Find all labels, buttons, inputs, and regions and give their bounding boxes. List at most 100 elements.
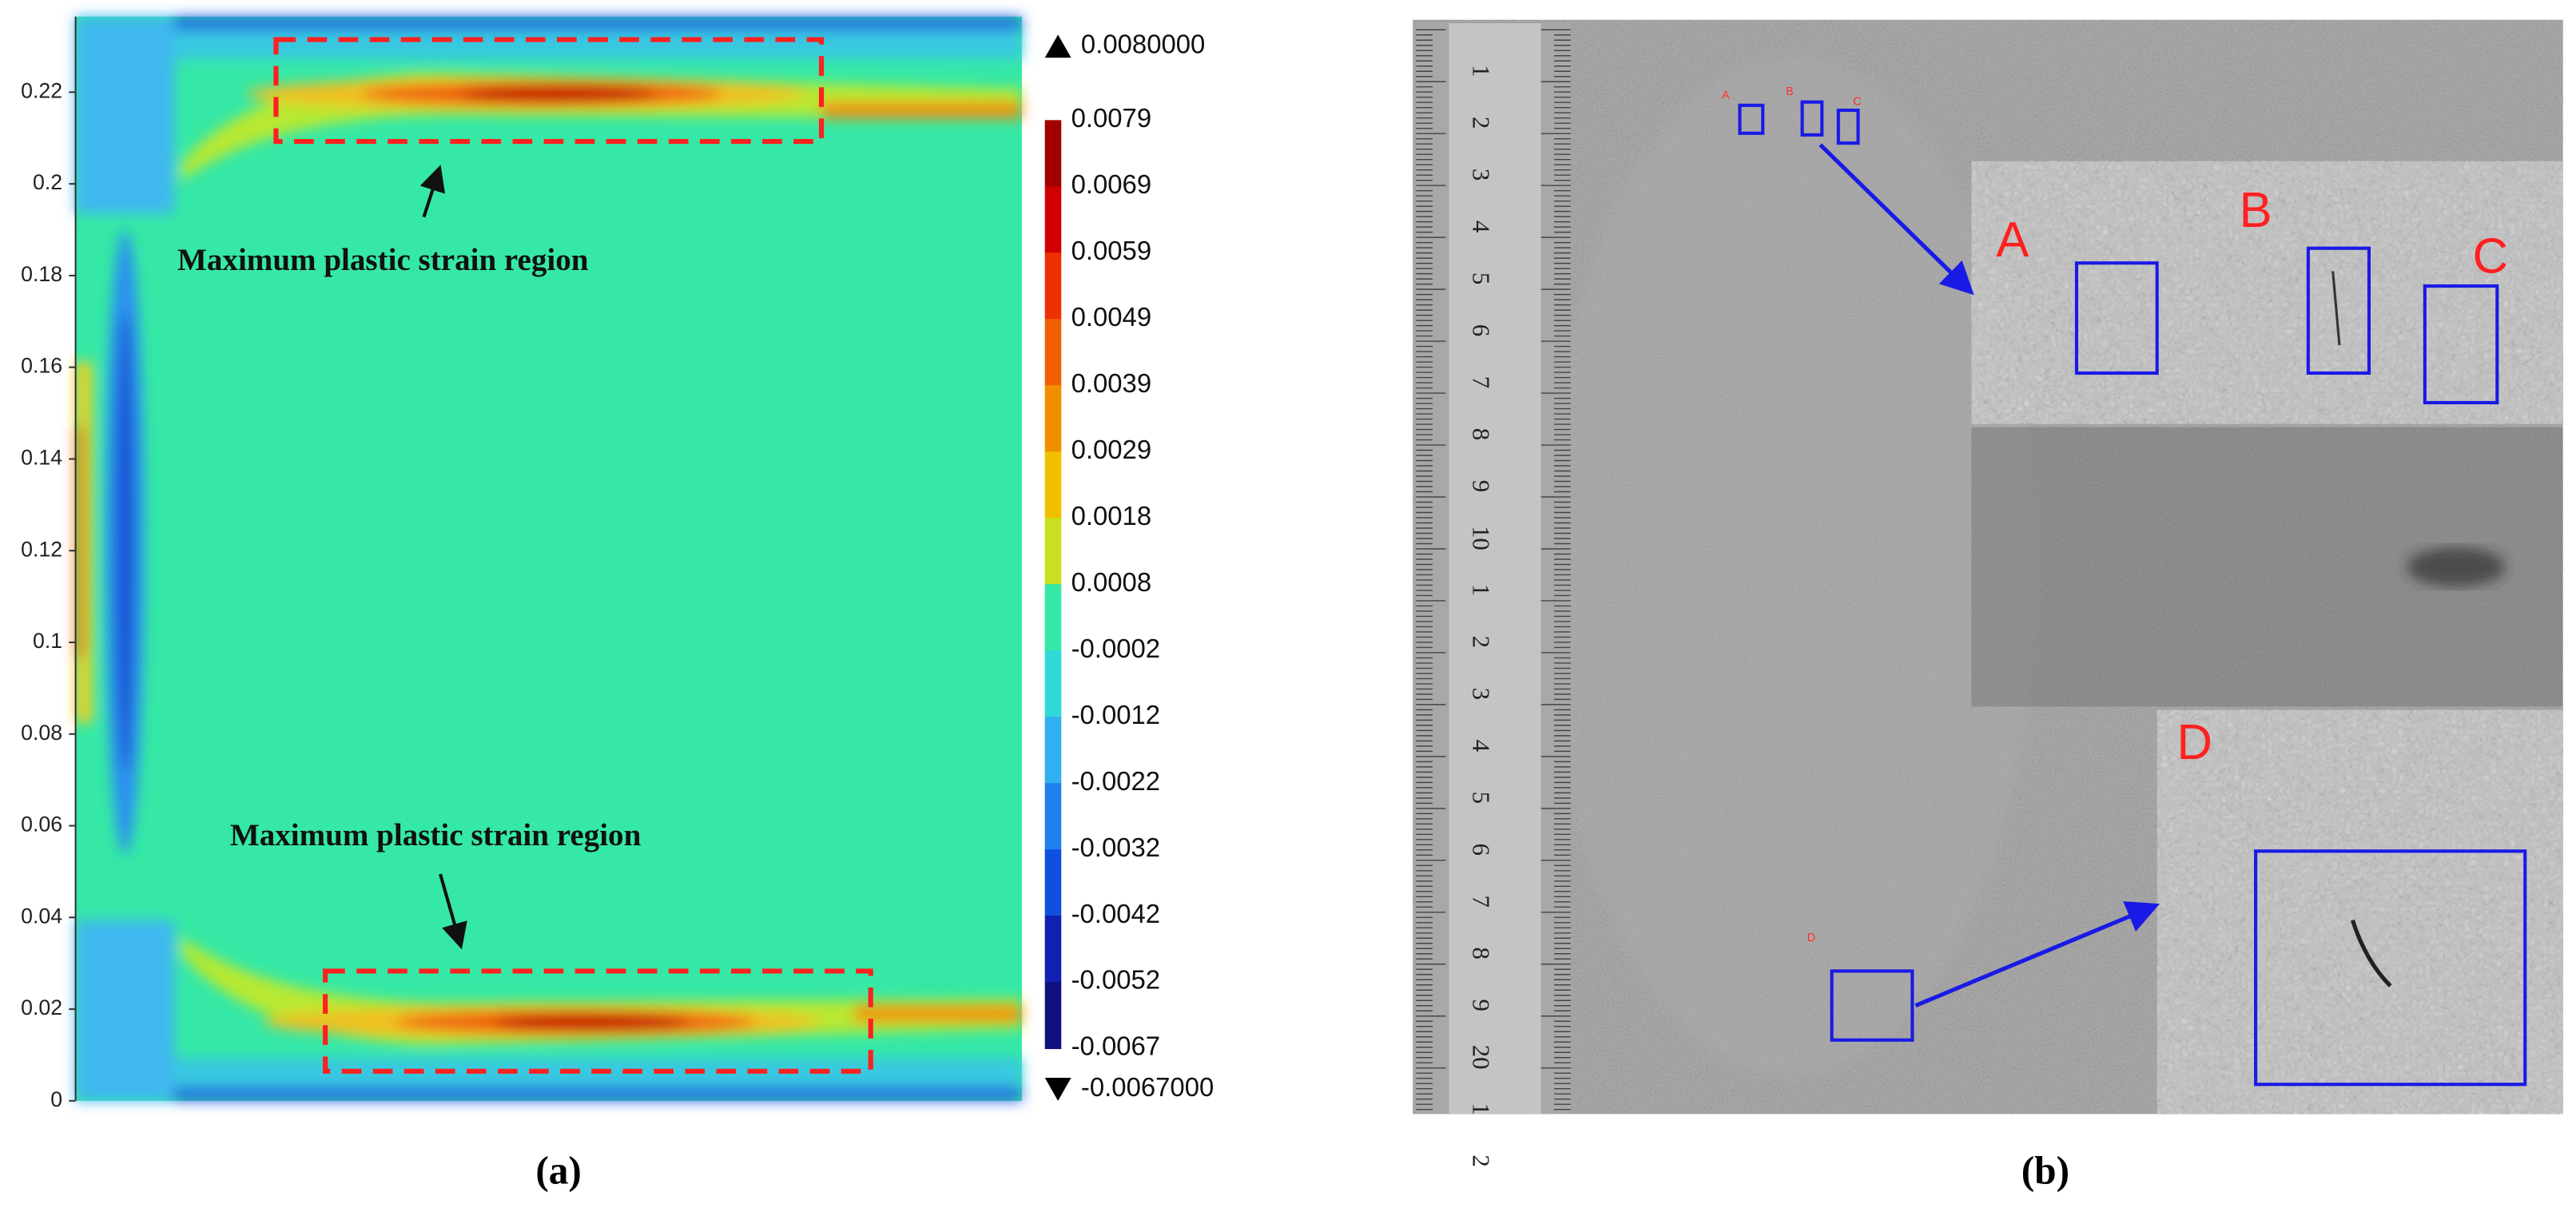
contour-field <box>75 16 1022 1101</box>
ruler-label: 7 <box>1467 896 1494 908</box>
ruler-label: 2 <box>1467 636 1494 648</box>
inset-label: B <box>2239 183 2272 238</box>
ruler-label: 8 <box>1467 428 1494 440</box>
marker-label: B <box>1786 85 1794 98</box>
marker-label: D <box>1807 932 1815 944</box>
colorbar-label: 0.0049 <box>1071 302 1152 332</box>
colorbar-label: -0.0002 <box>1071 634 1161 663</box>
marker-box <box>1800 100 1824 137</box>
y-ticks: 0 0.02 0.04 0.06 0.08 0.1 0.12 0.14 0.16 0.18 0.2 0… <box>21 78 76 1111</box>
colorbar-label: -0.0022 <box>1071 766 1161 796</box>
colorbar-segment <box>1044 783 1062 851</box>
ruler-label: 3 <box>1467 169 1494 181</box>
ruler-ticks: 1 2 3 4 5 6 7 8 9 10 1 2 3 4 5 6 7 8 9 20 1 2 <box>1416 29 1571 1167</box>
annotation: Maximum plastic strain region <box>230 818 642 852</box>
defect <box>2407 546 2506 587</box>
detail-box <box>2423 284 2499 405</box>
colorbar-segment <box>1044 319 1062 387</box>
colorbar-min: -0.0067000 <box>1081 1072 1214 1102</box>
detail-box <box>2306 246 2371 376</box>
colorbar-label: 0.0039 <box>1071 368 1152 398</box>
colorbar-label: 0.0079 <box>1071 103 1152 133</box>
highlight-box <box>323 968 873 1074</box>
colorbar-label: -0.0032 <box>1071 833 1161 862</box>
ruler-label: 20 <box>1467 1045 1494 1070</box>
ruler-label: 4 <box>1467 740 1494 752</box>
y-tick-label: 0 <box>50 1087 62 1111</box>
ruler-label: 2 <box>1467 117 1494 129</box>
ruler-label: 8 <box>1467 947 1494 959</box>
colorbar-segment <box>1044 849 1062 917</box>
y-tick-label: 0.02 <box>21 995 62 1019</box>
ruler-label: 1 <box>1467 584 1494 596</box>
ruler-label: 1 <box>1467 1103 1494 1115</box>
ruler-label: 2 <box>1467 1154 1494 1166</box>
ruler-label: 3 <box>1467 688 1494 700</box>
colorbar-label: -0.0067 <box>1071 1031 1161 1061</box>
ruler-label: 1 <box>1467 65 1494 77</box>
inset-image-tone <box>1971 161 2563 424</box>
colorbar-label: -0.0042 <box>1071 899 1161 928</box>
highlight-box <box>273 37 825 145</box>
marker-label: C <box>1853 96 1861 109</box>
crack <box>2332 271 2341 346</box>
marker-box <box>1830 969 1914 1042</box>
inset-image-tone <box>2157 709 2563 1115</box>
y-tick-label: 0.14 <box>21 446 62 470</box>
marker-box <box>1738 103 1765 135</box>
y-tick-label: 0.1 <box>33 629 62 653</box>
colorbar-segment <box>1044 252 1062 320</box>
y-tick-label: 0.16 <box>21 354 62 378</box>
contour-features <box>75 16 1022 1101</box>
caption: (a) <box>535 1149 582 1193</box>
min-marker <box>1044 1078 1071 1101</box>
ruler-label: 5 <box>1467 272 1494 284</box>
colorbar: 0.0079 0.0069 0.0059 0.0049 0.0039 0.0029 0.00… <box>1044 103 1161 1061</box>
ruler-label: 9 <box>1467 999 1494 1011</box>
colorbar-label: 0.0008 <box>1071 567 1152 597</box>
colorbar-segment <box>1044 916 1062 984</box>
ruler-label: 7 <box>1467 376 1494 388</box>
ruler-face <box>1449 23 1541 1115</box>
crack <box>2350 919 2392 988</box>
colorbar-label: -0.0012 <box>1071 700 1161 729</box>
ruler-label: 9 <box>1467 480 1494 492</box>
colorbar-segment <box>1044 518 1062 586</box>
y-tick-label: 0.06 <box>21 813 62 836</box>
inset-label: D <box>2176 715 2212 770</box>
region-boxes <box>1738 100 2527 1087</box>
light-zone <box>1544 58 2037 1076</box>
inset-label: C <box>2472 228 2508 284</box>
marker-box <box>1836 108 1860 145</box>
colorbar-segment <box>1044 982 1062 1050</box>
max-marker <box>1044 34 1071 58</box>
colorbar-segment <box>1044 584 1062 652</box>
colorbar-label: -0.0052 <box>1071 965 1161 995</box>
y-tick-label: 0.08 <box>21 721 62 745</box>
colorbar-label: 0.0059 <box>1071 236 1152 265</box>
caption: (b) <box>2021 1149 2069 1193</box>
detail-box <box>2254 849 2527 1087</box>
y-tick-label: 0.2 <box>33 170 62 194</box>
detail-box <box>2074 261 2159 376</box>
colorbar-segment <box>1044 451 1062 519</box>
colorbar-segment <box>1044 120 1062 188</box>
ruler-label: 6 <box>1467 844 1494 856</box>
colorbar-segment <box>1044 186 1062 254</box>
arrow <box>1914 901 2161 1007</box>
colorbar-segment <box>1044 650 1062 718</box>
colorbar-label: 0.0018 <box>1071 501 1152 531</box>
ruler-label: 4 <box>1467 221 1494 232</box>
y-tick-label: 0.12 <box>21 537 62 561</box>
inset-label: A <box>1996 213 2029 268</box>
arrow <box>419 165 446 218</box>
ruler-label: 6 <box>1467 324 1494 336</box>
arrow <box>1819 143 1974 296</box>
ruler-label: 10 <box>1467 526 1494 550</box>
colorbar-segment <box>1044 385 1062 453</box>
colorbar-label: 0.0069 <box>1071 169 1152 199</box>
colorbar-segment <box>1044 717 1062 785</box>
marker-label: A <box>1722 89 1730 101</box>
annotation: Maximum plastic strain region <box>177 243 589 277</box>
